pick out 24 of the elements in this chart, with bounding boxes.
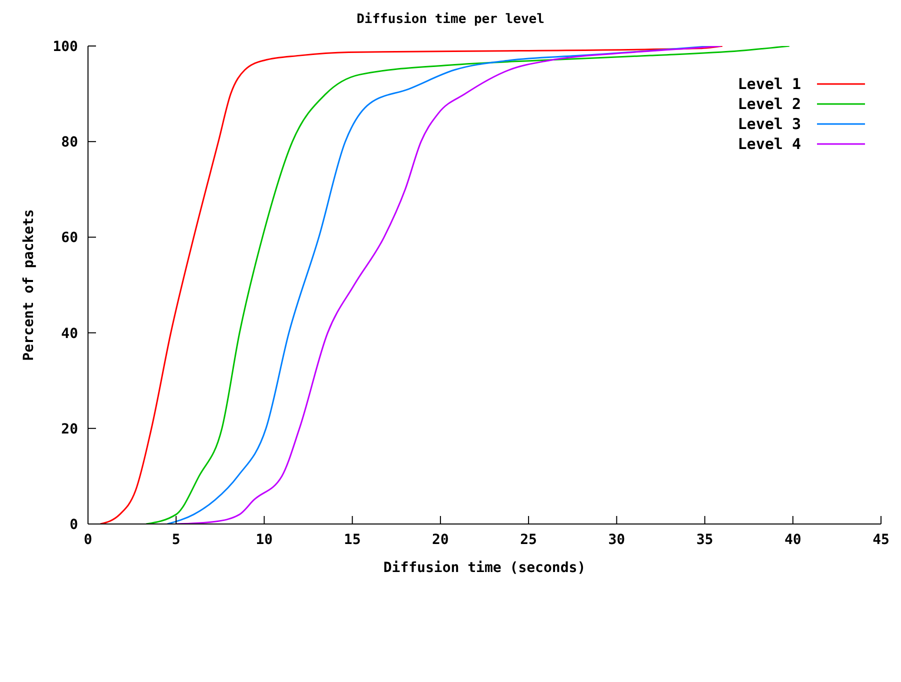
- legend-label: Level 2: [738, 94, 801, 114]
- x-tick-label: 5: [172, 532, 180, 548]
- x-tick-label: 35: [696, 532, 714, 548]
- x-tick-label: 25: [520, 532, 537, 548]
- x-tick-label: 45: [872, 532, 890, 548]
- line-series: [145, 46, 790, 524]
- y-tick-label: 100: [52, 38, 78, 55]
- chart-title: Diffusion time per level: [356, 11, 546, 29]
- y-tick-label: 60: [61, 230, 78, 246]
- y-tick-label: 20: [61, 421, 78, 438]
- legend-label: Level 4: [738, 134, 801, 154]
- y-tick-label: 0: [70, 516, 78, 533]
- x-tick-label: 20: [432, 532, 449, 548]
- y-tick-label: 40: [61, 326, 78, 342]
- x-tick-label: 0: [84, 532, 92, 548]
- legend-label: Level 3: [738, 114, 801, 134]
- y-tick-label: 80: [61, 134, 78, 151]
- x-tick-label: 10: [256, 532, 273, 548]
- x-tick-label: 40: [784, 532, 802, 548]
- legend-label: Level 1: [738, 74, 801, 94]
- y-axis-title: Percent of packets: [20, 209, 37, 361]
- x-tick-label: 15: [344, 532, 361, 548]
- x-tick-label: 30: [608, 532, 626, 548]
- x-axis-title: Diffusion time (seconds): [383, 560, 586, 576]
